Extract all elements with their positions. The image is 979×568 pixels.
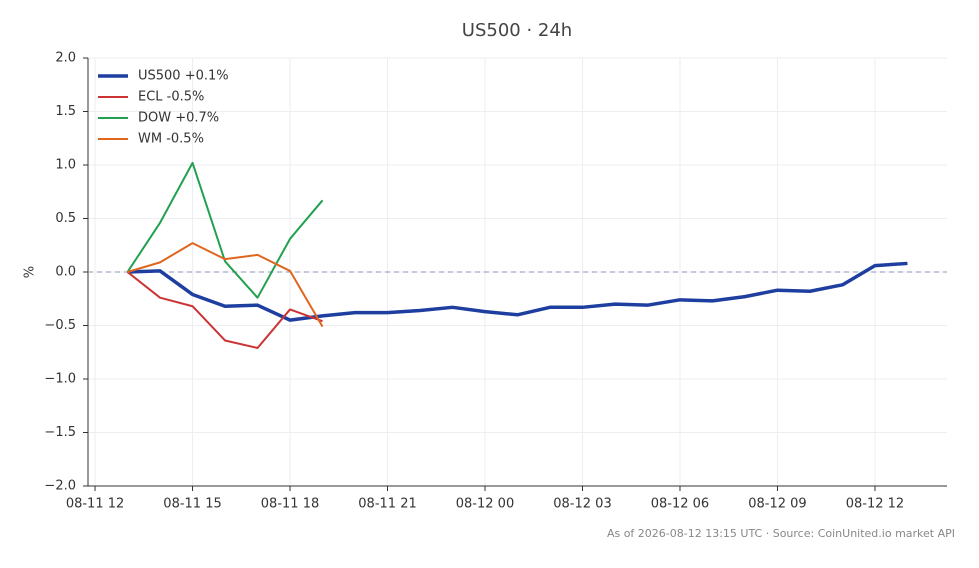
x-tick-label: 08-12 06 (651, 497, 709, 512)
x-tick-label: 08-11 18 (261, 497, 319, 512)
x-tick-label: 08-11 21 (358, 497, 416, 512)
legend-label: WM -0.5% (138, 132, 204, 147)
x-tick-label: 08-11 12 (66, 497, 124, 512)
y-tick-label: −0.5 (44, 318, 76, 333)
x-tick-label: 08-12 12 (846, 497, 904, 512)
x-tick-label: 08-12 03 (553, 497, 611, 512)
y-tick-label: 0.5 (55, 211, 76, 226)
y-tick-label: −1.0 (44, 372, 76, 387)
legend-label: US500 +0.1% (138, 69, 229, 84)
y-tick-label: −1.5 (44, 425, 76, 440)
chart-title: US500 · 24h (462, 20, 572, 41)
y-tick-label: 1.0 (55, 158, 76, 173)
y-tick-label: −2.0 (44, 479, 76, 494)
series-line (126, 161, 324, 299)
x-tick-label: 08-12 00 (456, 497, 514, 512)
series-line (127, 242, 324, 328)
x-tick-label: 08-12 09 (748, 497, 806, 512)
series-line (127, 261, 908, 322)
y-tick-label: 0.0 (55, 265, 76, 280)
legend-label: ECL -0.5% (138, 90, 204, 105)
series-line (126, 271, 323, 349)
x-tick-label: 08-11 15 (163, 497, 221, 512)
y-tick-label: 1.5 (55, 104, 76, 119)
legend-label: DOW +0.7% (138, 111, 219, 126)
y-tick-label: 2.0 (55, 51, 76, 66)
footer: As of 2026-08-12 13:15 UTC · Source: Coi… (607, 527, 955, 540)
y-axis-label: % (23, 266, 38, 278)
